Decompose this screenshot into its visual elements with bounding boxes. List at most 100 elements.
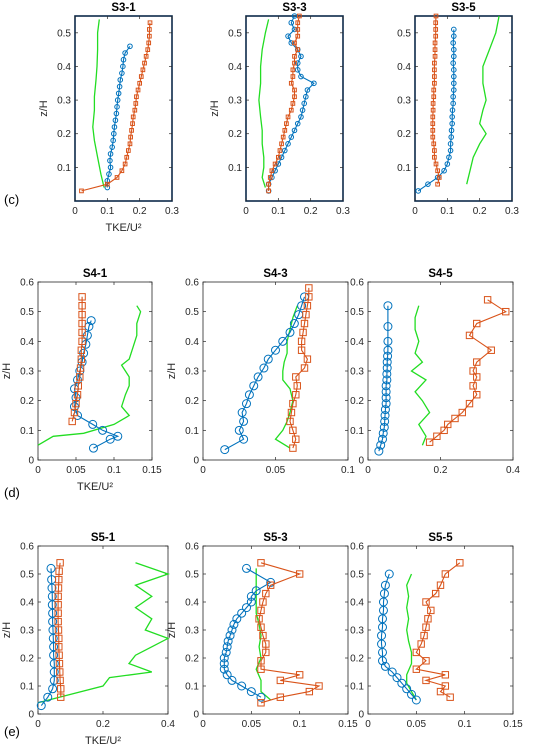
y-tick-label: 0.6: [20, 278, 34, 289]
data-point: [432, 148, 437, 153]
x-tick-label: 0.05: [242, 719, 262, 730]
x-tick-label: 0.1: [271, 206, 285, 217]
data-point: [257, 559, 265, 567]
data-point: [380, 580, 390, 590]
data-point: [78, 337, 86, 346]
x-tick-label: 0: [35, 465, 41, 476]
data-point: [256, 692, 266, 702]
data-point: [255, 615, 263, 623]
data-point: [450, 100, 456, 107]
data-point: [292, 435, 300, 443]
y-tick-label: 0.4: [228, 62, 242, 73]
data-point: [246, 687, 256, 697]
y-tick-label: 0.3: [350, 367, 364, 378]
data-point: [242, 563, 251, 573]
data-point: [78, 310, 86, 319]
subplot-s4-5: 0 0.2 0.4 0 0.1 0.2 0.3 0.4 0.5 0.6 S4-5: [350, 268, 520, 476]
data-point: [379, 422, 389, 432]
y-tick-label: 0.6: [185, 542, 199, 553]
y-axis-label: z/H: [1, 363, 13, 380]
data-point: [436, 581, 445, 589]
plot-frame: [202, 281, 349, 461]
data-point: [376, 440, 386, 450]
data-point: [56, 559, 64, 567]
series-line-orange: [432, 15, 440, 185]
data-point: [56, 668, 64, 676]
data-point: [239, 434, 249, 444]
plot-frame: [414, 15, 513, 202]
subplot-title: S3-1: [111, 2, 136, 14]
x-tick-label: 0: [365, 719, 371, 730]
data-point: [259, 598, 267, 606]
data-point: [451, 53, 457, 60]
data-point: [378, 434, 387, 444]
x-tick-label: 0.15: [338, 719, 358, 730]
data-point: [137, 80, 143, 86]
data-point: [292, 40, 297, 46]
data-point: [275, 161, 282, 167]
data-point: [267, 175, 273, 180]
data-point: [237, 681, 247, 691]
data-point: [220, 445, 230, 455]
data-point: [502, 307, 510, 316]
data-point: [407, 689, 416, 699]
data-point: [107, 157, 113, 164]
data-point: [114, 97, 121, 103]
data-point: [74, 382, 82, 390]
y-tick-label: 0.6: [20, 542, 34, 553]
data-point: [54, 609, 62, 617]
subplot-s3-1: 0 0.1 0.2 0.3 0.1 0.2 0.3 0.4 0.5 S3-1 TKE/U² z/H: [38, 2, 179, 234]
x-tick-label: 0.05: [66, 465, 86, 476]
data-point: [116, 83, 123, 90]
data-point: [288, 19, 295, 26]
data-point: [473, 391, 481, 399]
x-tick-label: 0.3: [165, 206, 179, 217]
data-point: [432, 74, 437, 79]
y-tick-label: 0.2: [350, 396, 364, 407]
y-tick-label: 0.1: [228, 163, 242, 174]
data-point: [227, 675, 237, 685]
data-point: [266, 581, 275, 589]
data-point: [432, 154, 437, 160]
data-point: [77, 355, 86, 363]
x-tick-label: 0.3: [336, 206, 350, 217]
data-point: [36, 701, 46, 711]
data-point: [107, 164, 114, 171]
data-point: [433, 20, 439, 26]
data-point: [111, 124, 118, 130]
data-point: [285, 327, 295, 337]
data-point: [431, 94, 437, 100]
data-point: [79, 188, 84, 194]
data-point: [284, 121, 289, 126]
data-point: [447, 141, 454, 147]
data-point: [259, 363, 269, 373]
data-point: [432, 47, 438, 52]
data-point: [425, 181, 431, 187]
data-point: [263, 354, 273, 364]
data-point: [147, 33, 152, 39]
data-point: [55, 643, 63, 651]
data-point: [451, 33, 457, 39]
data-point: [115, 90, 122, 97]
data-point: [219, 659, 229, 669]
data-point: [119, 168, 125, 174]
data-point: [381, 387, 391, 397]
data-point: [246, 591, 256, 601]
data-point: [374, 446, 384, 456]
x-tick-label: 0.05: [266, 465, 286, 476]
data-point: [450, 93, 456, 100]
data-point: [147, 20, 153, 26]
data-point: [298, 114, 304, 120]
data-point: [278, 154, 285, 161]
x-tick-label: 0: [200, 465, 206, 476]
data-point: [127, 43, 133, 50]
plot-frame: [74, 15, 173, 202]
y-tick-label: 0.5: [397, 28, 411, 39]
data-point: [147, 27, 152, 32]
y-tick-label: 0.1: [185, 426, 199, 437]
data-point: [436, 175, 442, 180]
data-point: [76, 373, 84, 381]
data-point: [109, 144, 115, 150]
data-point: [140, 67, 146, 73]
data-point: [46, 563, 56, 573]
